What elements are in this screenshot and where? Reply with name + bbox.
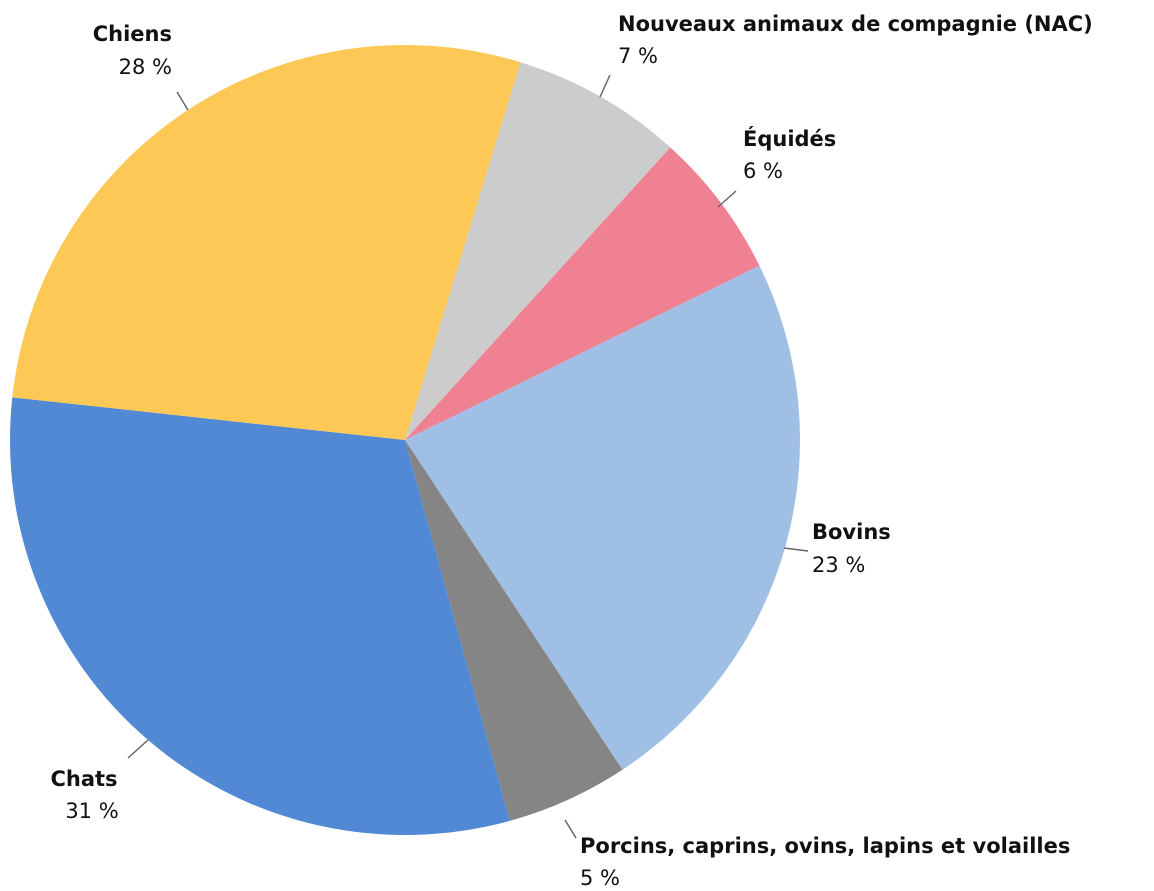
leader-line: [176, 91, 189, 111]
pie-slice: [405, 147, 760, 440]
leader-line: [127, 739, 149, 759]
slice-label: Porcins, caprins, ovins, lapins et volai…: [580, 834, 1070, 858]
pie-slice: [405, 62, 671, 441]
slice-label: Équidés: [743, 126, 836, 151]
slice-value-label: 6 %: [743, 159, 783, 183]
leader-line: [717, 190, 737, 208]
slice-value-label: 7 %: [618, 44, 658, 68]
leader-line: [564, 819, 577, 839]
slice-label: Chats: [50, 767, 117, 791]
slice-value-label: 28 %: [119, 55, 172, 79]
leader-line: [783, 547, 809, 552]
pie-slice: [405, 440, 623, 821]
pie-slice: [405, 265, 800, 770]
slice-value-label: 23 %: [812, 553, 865, 577]
slice-value-label: 5 %: [580, 866, 620, 890]
pie-slice: [12, 45, 521, 440]
slice-label: Nouveaux animaux de compagnie (NAC): [618, 12, 1093, 36]
slice-label: Chiens: [93, 22, 172, 46]
slice-label: Bovins: [812, 520, 891, 544]
slice-value-label: 31 %: [65, 799, 118, 823]
leader-line: [599, 74, 611, 98]
pie-slice: [9, 397, 510, 835]
